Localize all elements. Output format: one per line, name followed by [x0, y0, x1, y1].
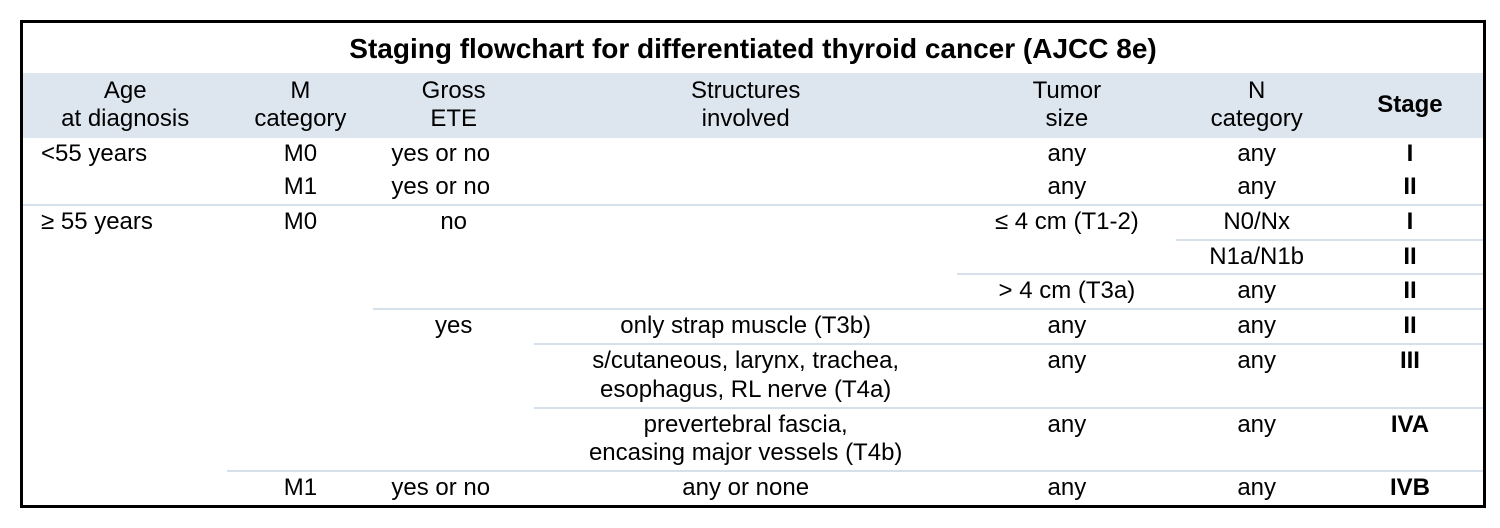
col-ete: Gross ETE [373, 73, 534, 138]
header-row: Age at diagnosis M category Gross ETE St… [23, 73, 1483, 138]
table-row: prevertebral fascia, encasing major vess… [23, 408, 1483, 472]
cell-age [23, 471, 227, 505]
cell-ete [373, 240, 534, 275]
cell-age [23, 240, 227, 275]
cell-stage: IVB [1337, 471, 1483, 505]
cell-ete: no [373, 205, 534, 240]
cell-size: any [957, 171, 1176, 205]
cell-age [23, 171, 227, 205]
cell-m: M0 [227, 205, 373, 240]
cell-stage: II [1337, 240, 1483, 275]
cell-struct [534, 240, 957, 275]
cell-n: N1a/N1b [1176, 240, 1337, 275]
cell-m [227, 344, 373, 408]
cell-ete: yes or no [373, 471, 534, 505]
cell-m [227, 408, 373, 472]
cell-struct: s/cutaneous, larynx, trachea, esophagus,… [534, 344, 957, 408]
cell-ete: yes [373, 309, 534, 344]
table-row: M1 yes or no any any II [23, 171, 1483, 205]
cell-size [957, 240, 1176, 275]
cell-stage: IVA [1337, 408, 1483, 472]
cell-struct: any or none [534, 471, 957, 505]
cell-size: any [957, 408, 1176, 472]
cell-n: any [1176, 408, 1337, 472]
cell-struct [534, 274, 957, 309]
table-row: <55 years M0 yes or no any any I [23, 138, 1483, 171]
cell-size: any [957, 309, 1176, 344]
cell-size: any [957, 471, 1176, 505]
col-n: N category [1176, 73, 1337, 138]
cell-n: any [1176, 309, 1337, 344]
cell-n: any [1176, 344, 1337, 408]
table-row: yes only strap muscle (T3b) any any II [23, 309, 1483, 344]
cell-size: any [957, 138, 1176, 171]
table-row: s/cutaneous, larynx, trachea, esophagus,… [23, 344, 1483, 408]
cell-size: > 4 cm (T3a) [957, 274, 1176, 309]
cell-ete [373, 344, 534, 408]
cell-stage: III [1337, 344, 1483, 408]
col-age: Age at diagnosis [23, 73, 227, 138]
cell-stage: I [1337, 138, 1483, 171]
cell-struct: only strap muscle (T3b) [534, 309, 957, 344]
cell-size: any [957, 344, 1176, 408]
cell-stage: II [1337, 274, 1483, 309]
table-title: Staging flowchart for differentiated thy… [23, 23, 1483, 73]
cell-age [23, 344, 227, 408]
cell-ete [373, 274, 534, 309]
cell-ete [373, 408, 534, 472]
cell-n: any [1176, 171, 1337, 205]
cell-m [227, 309, 373, 344]
cell-n: any [1176, 471, 1337, 505]
cell-m [227, 274, 373, 309]
cell-n: any [1176, 274, 1337, 309]
cell-stage: II [1337, 171, 1483, 205]
cell-m: M0 [227, 138, 373, 171]
cell-m: M1 [227, 471, 373, 505]
cell-struct: prevertebral fascia, encasing major vess… [534, 408, 957, 472]
col-stage: Stage [1337, 73, 1483, 138]
table-row: ≥ 55 years M0 no ≤ 4 cm (T1-2) N0/Nx I [23, 205, 1483, 240]
cell-n: any [1176, 138, 1337, 171]
cell-age [23, 309, 227, 344]
cell-ete: yes or no [373, 171, 534, 205]
cell-struct [534, 205, 957, 240]
cell-age: ≥ 55 years [23, 205, 227, 240]
cell-m: M1 [227, 171, 373, 205]
table-row: M1 yes or no any or none any any IVB [23, 471, 1483, 505]
staging-table-container: Staging flowchart for differentiated thy… [20, 20, 1486, 508]
staging-table: Staging flowchart for differentiated thy… [23, 23, 1483, 505]
cell-size: ≤ 4 cm (T1-2) [957, 205, 1176, 240]
cell-struct [534, 138, 957, 171]
col-struct: Structures involved [534, 73, 957, 138]
cell-stage: II [1337, 309, 1483, 344]
col-m: M category [227, 73, 373, 138]
cell-age [23, 274, 227, 309]
cell-ete: yes or no [373, 138, 534, 171]
table-body: <55 years M0 yes or no any any I M1 yes … [23, 138, 1483, 505]
cell-struct [534, 171, 957, 205]
cell-n: N0/Nx [1176, 205, 1337, 240]
cell-age [23, 408, 227, 472]
table-row: N1a/N1b II [23, 240, 1483, 275]
col-size: Tumor size [957, 73, 1176, 138]
cell-stage: I [1337, 205, 1483, 240]
table-row: > 4 cm (T3a) any II [23, 274, 1483, 309]
cell-m [227, 240, 373, 275]
cell-age: <55 years [23, 138, 227, 171]
